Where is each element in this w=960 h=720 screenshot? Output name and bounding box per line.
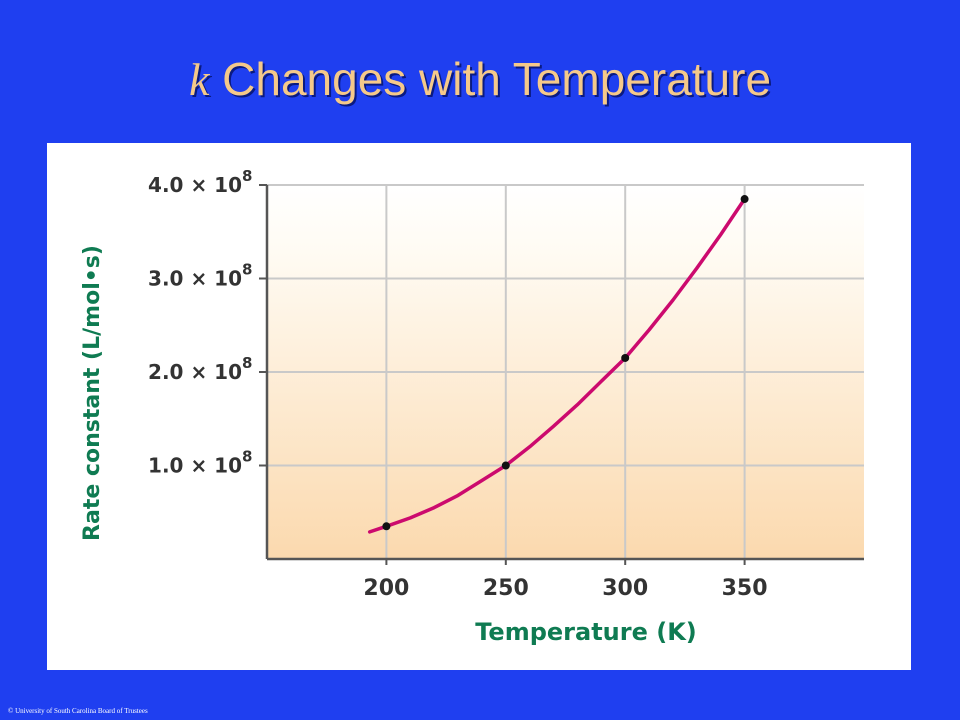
x-tick-label: 300 bbox=[602, 576, 648, 601]
y-tick-labels: 1.0 × 10 82.0 × 10 83.0 × 10 84.0 × 10 8 bbox=[148, 167, 252, 478]
title-variable: k bbox=[188, 54, 210, 105]
y-tick-label: 1.0 × 10 bbox=[148, 454, 242, 478]
x-tick-label: 250 bbox=[483, 576, 529, 601]
title-text: Changes with Temperature bbox=[222, 53, 772, 105]
y-tick-exponent: 8 bbox=[242, 261, 252, 279]
y-tick-exponent: 8 bbox=[242, 448, 252, 466]
x-axis-title: Temperature (K) bbox=[475, 618, 697, 646]
rate-constant-chart: 200 250 300 350 1.0 × 10 82.0 × 10 83.0 × 10 8… bbox=[80, 167, 864, 646]
data-point bbox=[501, 461, 510, 470]
curve-layer bbox=[367, 197, 747, 534]
data-point bbox=[382, 522, 391, 531]
y-tick-exponent: 8 bbox=[242, 167, 252, 185]
chart-panel: 200 250 300 350 1.0 × 10 8 2.0 × 10 8 3.0 × 10 8… bbox=[47, 143, 911, 670]
x-tick-label: 350 bbox=[722, 576, 768, 601]
y-tick-label: 3.0 × 10 bbox=[148, 267, 242, 291]
grid bbox=[267, 184, 864, 559]
slide-title: k Changes with Temperature bbox=[0, 52, 960, 106]
y-tick-exponent: 8 bbox=[242, 354, 252, 372]
data-point bbox=[740, 195, 749, 204]
y-tick-label: 2.0 × 10 bbox=[148, 360, 242, 384]
copyright-notice: © University of South Carolina Board of … bbox=[8, 707, 148, 715]
axes bbox=[259, 184, 864, 565]
data-point bbox=[621, 353, 630, 362]
y-axis-title: Rate constant (L/mol•s) bbox=[80, 245, 105, 541]
y-tick-label: 4.0 × 10 bbox=[148, 173, 242, 197]
rate-constant-curve bbox=[367, 197, 747, 534]
x-tick-labels: 200 250 300 350 bbox=[363, 576, 767, 601]
x-tick-label: 200 bbox=[363, 576, 409, 601]
point-layer bbox=[382, 195, 749, 531]
